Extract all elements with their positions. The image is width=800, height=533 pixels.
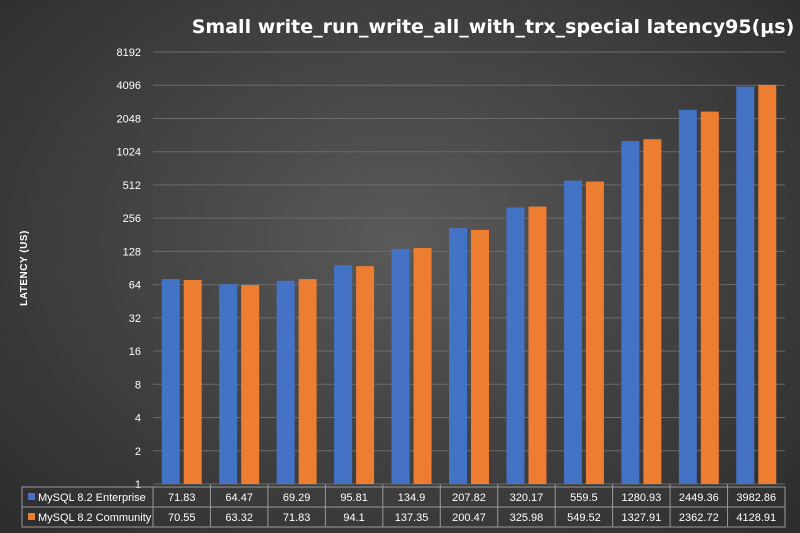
- y-tick-label: 8192: [117, 47, 141, 59]
- bar-mysql-8-2-enterprise-1: [161, 279, 180, 484]
- bar-mysql-8-2-enterprise-9: [621, 140, 640, 484]
- bar-mysql-8-2-community-4: [356, 266, 375, 484]
- bar-mysql-8-2-community-6: [471, 229, 489, 484]
- data-label: 71.83: [168, 492, 196, 504]
- data-label: 559.5: [570, 492, 598, 504]
- bar-mysql-8-2-enterprise-2: [219, 284, 238, 484]
- legend-swatch: [28, 513, 35, 520]
- bar-mysql-8-2-enterprise-10: [678, 109, 697, 484]
- bar-mysql-8-2-community-10: [700, 111, 719, 484]
- y-tick-label: 1024: [117, 147, 141, 159]
- y-tick-label: 2048: [117, 113, 141, 125]
- y-tick-label: 4: [135, 413, 141, 425]
- y-tick-label: 1: [135, 479, 141, 491]
- y-tick-label: 128: [123, 246, 141, 258]
- data-label: 1327.91: [621, 512, 661, 524]
- bar-mysql-8-2-community-8: [585, 181, 604, 485]
- data-label: 4128.91: [736, 512, 776, 524]
- y-tick-label: 32: [129, 313, 141, 325]
- data-label: 134.9: [398, 492, 426, 504]
- bar-mysql-8-2-enterprise-11: [736, 86, 755, 484]
- data-label: 200.47: [452, 512, 486, 524]
- data-label: 94.1: [343, 512, 364, 524]
- y-tick-label: 256: [123, 213, 141, 225]
- data-label: 325.98: [510, 512, 544, 524]
- data-label: 2449.36: [679, 492, 719, 504]
- chart-title: Small write_run_write_all_with_trx_speci…: [192, 16, 795, 38]
- data-label: 1280.93: [621, 492, 661, 504]
- y-tick-label: 512: [123, 180, 141, 192]
- legend-swatch: [28, 493, 35, 500]
- bar-mysql-8-2-enterprise-6: [449, 228, 467, 484]
- y-axis-label: LATENCY (US): [19, 230, 30, 306]
- data-label: 70.55: [168, 512, 196, 524]
- bar-mysql-8-2-enterprise-3: [276, 280, 295, 484]
- data-label: 71.83: [283, 512, 311, 524]
- bar-mysql-8-2-enterprise-5: [391, 248, 410, 484]
- data-label: 549.52: [567, 512, 601, 524]
- legend-label: MySQL 8.2 Community: [38, 512, 152, 524]
- data-label: 207.82: [452, 492, 486, 504]
- bar-mysql-8-2-community-7: [528, 206, 547, 484]
- bar-mysql-8-2-community-2: [241, 285, 260, 484]
- legend-label: MySQL 8.2 Enterprise: [38, 492, 146, 504]
- bars: [161, 84, 777, 485]
- y-tick-label: 2: [135, 446, 141, 458]
- bar-mysql-8-2-community-5: [413, 248, 432, 484]
- bar-mysql-8-2-enterprise-4: [334, 265, 353, 484]
- y-tick-labels: 1 2 4 8 16 32 64 128 256 512 1024 2048 4096 8192: [117, 47, 141, 491]
- data-label: 2362.72: [679, 512, 719, 524]
- data-label: 3982.86: [736, 492, 776, 504]
- data-label: 95.81: [340, 492, 368, 504]
- data-label: 320.17: [510, 492, 544, 504]
- y-tick-label: 8: [135, 379, 141, 391]
- bar-mysql-8-2-community-3: [298, 279, 317, 484]
- data-label: 69.29: [283, 492, 311, 504]
- y-tick-label: 4096: [117, 80, 141, 92]
- bar-mysql-8-2-enterprise-7: [506, 207, 525, 484]
- bar-mysql-8-2-community-9: [643, 139, 662, 484]
- y-tick-label: 64: [129, 280, 141, 292]
- data-label: 64.47: [225, 492, 253, 504]
- bar-mysql-8-2-community-1: [183, 279, 202, 484]
- y-tick-label: 16: [129, 346, 141, 358]
- data-table: MySQL 8.2 Enterprise 71.83 64.47 69.29 95.81…: [21, 484, 786, 528]
- data-label: 137.35: [395, 512, 429, 524]
- bar-mysql-8-2-enterprise-8: [563, 180, 582, 484]
- bar-mysql-8-2-community-11: [758, 84, 777, 485]
- data-label: 63.32: [225, 512, 253, 524]
